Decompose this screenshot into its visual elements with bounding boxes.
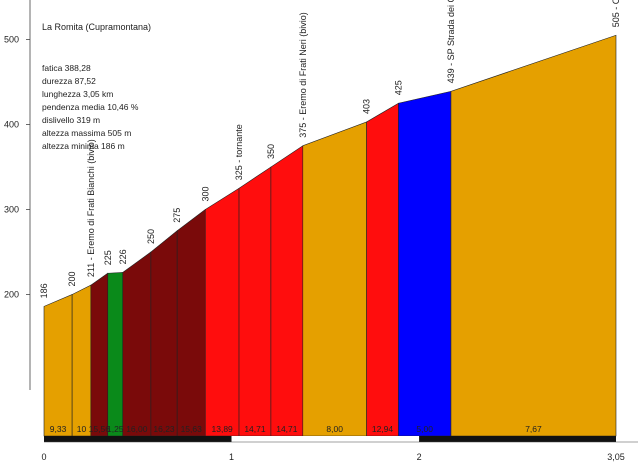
y-axis: 200 300 400 500 bbox=[4, 0, 31, 390]
gradient-label: 14,71 bbox=[276, 424, 298, 434]
stat-line: altezza minima 186 m bbox=[42, 141, 125, 151]
climb-stats: fatica 388,28 durezza 87,52 lunghezza 3,05… bbox=[42, 62, 138, 153]
chart-title: La Romita (Cupramontana) bbox=[42, 22, 152, 32]
profile-segment bbox=[450, 34, 617, 437]
profile-segment bbox=[71, 284, 92, 437]
x-tick-label: 3,05 bbox=[607, 452, 625, 462]
point-label: 403 bbox=[362, 99, 372, 114]
y-tick-label: 300 bbox=[4, 205, 19, 215]
x-axis-ticks: 0 1 2 3,05 bbox=[41, 452, 624, 462]
gradient-label: 9,33 bbox=[50, 424, 67, 434]
point-label: 250 bbox=[146, 229, 156, 244]
point-label: 439 - SP Strada dei Castelli bbox=[446, 0, 456, 83]
y-tick-label: 500 bbox=[4, 35, 19, 45]
gradient-label: 1,25 bbox=[107, 424, 124, 434]
gradient-label: 7,67 bbox=[525, 424, 542, 434]
point-label: 226 bbox=[118, 249, 128, 264]
km-bar-block bbox=[44, 436, 232, 442]
gradient-labels: 9,33 10 15,561,25 16,00 16,23 15,63 13,89 14,71… bbox=[50, 424, 542, 434]
point-label: 200 bbox=[67, 271, 77, 286]
gradient-label: 10 bbox=[77, 424, 87, 434]
km-bar bbox=[44, 436, 638, 443]
profile-segment bbox=[238, 166, 272, 437]
gradient-label: 15,63 bbox=[181, 424, 203, 434]
profile-segment bbox=[366, 102, 399, 437]
profile-segment bbox=[107, 272, 124, 437]
profile-segment bbox=[204, 187, 240, 437]
gradient-label: 5,00 bbox=[416, 424, 433, 434]
point-label: 325 - tornante bbox=[234, 124, 244, 180]
profile-segment bbox=[150, 230, 178, 437]
profile-segment bbox=[398, 90, 452, 437]
stat-line: fatica 388,28 bbox=[42, 63, 91, 73]
stat-line: pendenza media 10,46 % bbox=[42, 102, 139, 112]
point-label: 350 bbox=[266, 144, 276, 159]
profile-segments bbox=[43, 34, 617, 437]
x-tick-label: 1 bbox=[229, 452, 234, 462]
profile-segment bbox=[176, 208, 206, 437]
gradient-label: 13,89 bbox=[212, 424, 234, 434]
point-label: 186 bbox=[39, 283, 49, 298]
profile-segment bbox=[270, 145, 304, 437]
point-label: 505 - Cupramontana bbox=[611, 0, 621, 27]
point-label: 300 bbox=[200, 186, 210, 201]
profile-segment bbox=[90, 272, 109, 437]
stat-line: lunghezza 3,05 km bbox=[42, 89, 114, 99]
gradient-label: 16,23 bbox=[153, 424, 175, 434]
x-tick-label: 0 bbox=[41, 452, 46, 462]
stat-line: dislivello 319 m bbox=[42, 115, 101, 125]
km-bar-block bbox=[419, 436, 616, 442]
point-labels: 186 200 211 - Eremo di Frati Bianchi (bivi… bbox=[39, 0, 621, 298]
km-bar-block bbox=[231, 436, 420, 442]
gradient-label: 12,94 bbox=[372, 424, 394, 434]
point-label: 211 - Eremo di Frati Bianchi (bivio) bbox=[86, 139, 96, 277]
profile-segment bbox=[43, 294, 73, 437]
gradient-label: 14,71 bbox=[244, 424, 266, 434]
stat-line: altezza massima 505 m bbox=[42, 128, 132, 138]
point-label: 425 bbox=[393, 80, 403, 95]
point-label: 375 - Eremo di Frati Neri (bivio) bbox=[298, 12, 308, 138]
y-tick-label: 400 bbox=[4, 120, 19, 130]
gradient-label: 16,00 bbox=[126, 424, 148, 434]
profile-segment bbox=[122, 251, 152, 437]
point-label: 225 bbox=[103, 250, 113, 265]
gradient-label: 15,56 bbox=[89, 424, 111, 434]
profile-segment bbox=[302, 121, 367, 437]
y-tick-label: 200 bbox=[4, 290, 19, 300]
stat-line: durezza 87,52 bbox=[42, 76, 96, 86]
x-tick-label: 2 bbox=[417, 452, 422, 462]
gradient-label: 8,00 bbox=[326, 424, 343, 434]
point-label: 275 bbox=[172, 208, 182, 223]
